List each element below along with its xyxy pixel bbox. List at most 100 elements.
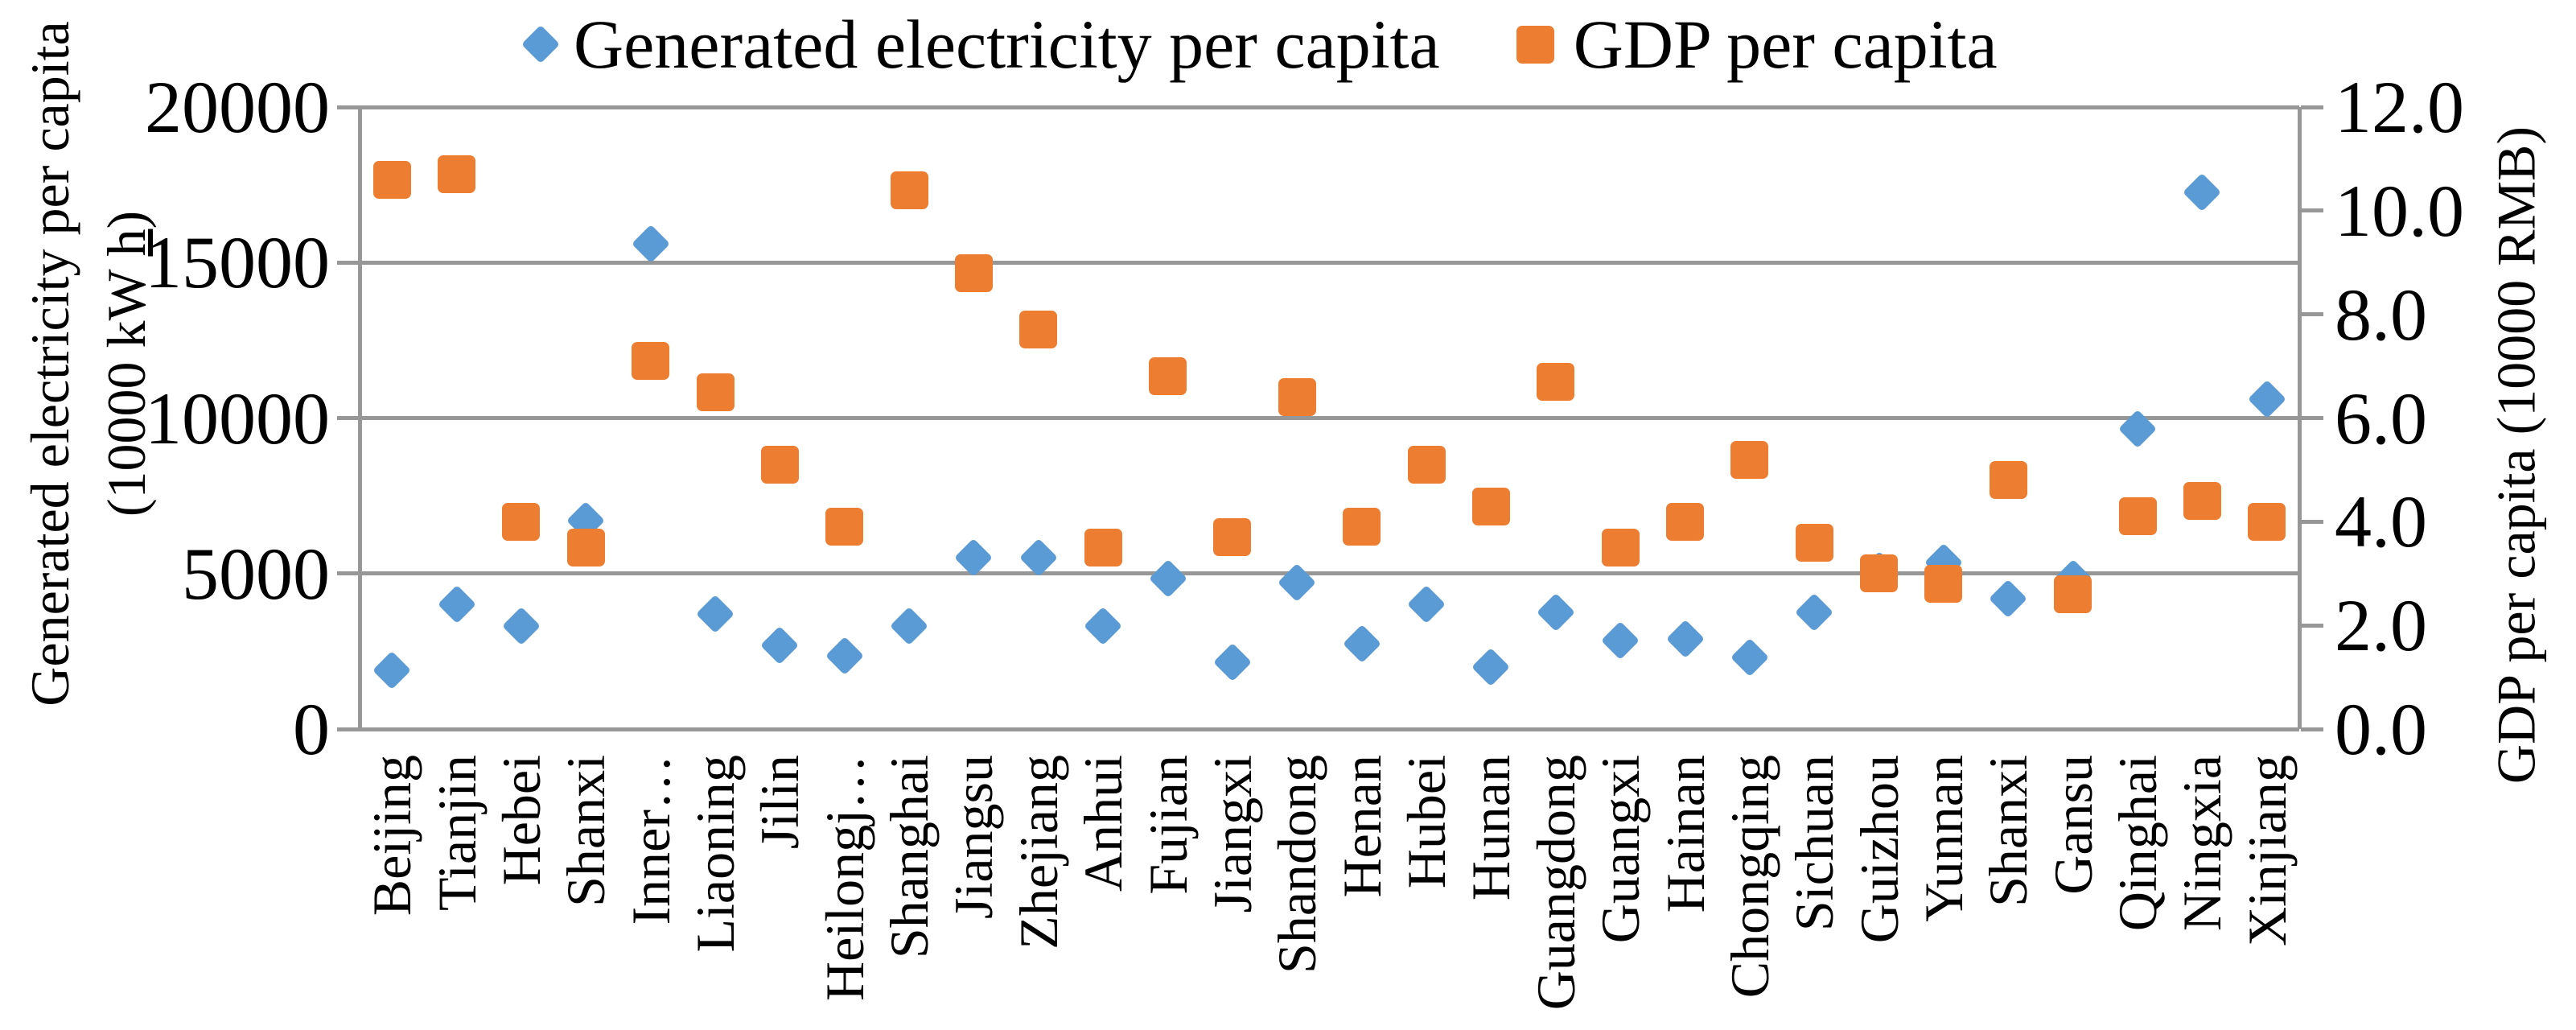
legend-square-icon bbox=[1516, 25, 1554, 64]
data-point-electricity bbox=[1148, 558, 1187, 598]
data-point-gdp bbox=[1601, 529, 1640, 567]
x-axis-category-label: Gansu bbox=[2042, 755, 2104, 895]
data-point-gdp bbox=[1795, 523, 1833, 562]
data-point-gdp bbox=[1730, 440, 1769, 479]
x-axis-category-label: Ningxia bbox=[2171, 755, 2233, 932]
x-axis-category-label: Shanghai bbox=[879, 755, 940, 959]
x-axis-category-label: Jiangsu bbox=[943, 755, 1005, 919]
data-point-gdp bbox=[2248, 502, 2286, 541]
data-point-electricity bbox=[1212, 642, 1252, 682]
x-axis-category-label: Zhejiang bbox=[1007, 755, 1069, 950]
y-axis-right-tick bbox=[2301, 105, 2323, 109]
data-point-electricity bbox=[1795, 593, 1834, 632]
data-point-electricity bbox=[1989, 579, 2028, 618]
data-point-gdp bbox=[438, 155, 476, 194]
y-axis-right-tick-label: 12.0 bbox=[2335, 66, 2464, 148]
data-point-electricity bbox=[760, 625, 800, 665]
data-point-electricity bbox=[1601, 620, 1640, 660]
data-point-gdp bbox=[825, 508, 864, 546]
x-axis-category-label: Guizhou bbox=[1848, 755, 1910, 944]
y-axis-left-line bbox=[357, 107, 362, 729]
data-point-electricity bbox=[501, 607, 541, 646]
chart-legend: Generated electricity per capita GDP per… bbox=[519, 6, 1998, 82]
y-axis-right-tick bbox=[2301, 416, 2323, 420]
y-axis-right-title: GDP per capita (10000 RMB) bbox=[2485, 126, 2547, 785]
data-point-gdp bbox=[1860, 554, 1899, 593]
x-axis-category-label: Guangdong bbox=[1525, 755, 1586, 1011]
data-point-gdp bbox=[1343, 508, 1381, 546]
data-point-electricity bbox=[825, 637, 864, 676]
data-point-gdp bbox=[1407, 445, 1446, 484]
y-axis-right-tick bbox=[2301, 208, 2323, 213]
y-axis-left-tick bbox=[337, 105, 360, 109]
data-point-gdp bbox=[502, 502, 541, 541]
x-axis-category-label: Heilongj… bbox=[813, 755, 875, 1001]
y-axis-right-tick bbox=[2301, 312, 2323, 317]
data-point-gdp bbox=[760, 445, 799, 484]
y-axis-right-tick bbox=[2301, 727, 2323, 731]
x-axis-category-label: Beijing bbox=[361, 755, 423, 917]
major-gridline bbox=[360, 416, 2299, 420]
x-axis-category-label: Xinjiang bbox=[2236, 755, 2298, 946]
y-axis-left-tick-label: 20000 bbox=[145, 66, 330, 148]
data-point-electricity bbox=[890, 607, 929, 646]
data-point-gdp bbox=[1989, 461, 2027, 500]
y-axis-right-line bbox=[2297, 107, 2302, 729]
data-point-electricity bbox=[1471, 647, 1511, 686]
data-point-gdp bbox=[1278, 378, 1316, 417]
y-axis-right-tick bbox=[2301, 519, 2323, 524]
data-point-electricity bbox=[2247, 380, 2286, 419]
data-point-electricity bbox=[372, 650, 412, 690]
data-point-gdp bbox=[1471, 487, 1510, 525]
x-axis-category-label: Inner… bbox=[619, 755, 681, 925]
y-axis-right-tick-label: 8.0 bbox=[2335, 273, 2427, 356]
x-axis-category-label: Tianjin bbox=[426, 755, 488, 912]
x-axis-category-label: Chongqing bbox=[1718, 755, 1780, 999]
y-axis-right-tick-label: 6.0 bbox=[2335, 377, 2427, 459]
major-gridline bbox=[360, 260, 2299, 265]
data-point-electricity bbox=[1278, 563, 1317, 603]
major-gridline bbox=[360, 571, 2299, 576]
y-axis-right-tick bbox=[2301, 623, 2323, 628]
x-axis-category-label: Fujian bbox=[1137, 755, 1199, 895]
x-axis-category-label: Shanxi bbox=[555, 755, 617, 907]
legend-diamond-icon bbox=[521, 24, 561, 64]
x-axis-category-label: Anhui bbox=[1072, 755, 1134, 892]
y-axis-left-tick bbox=[337, 727, 360, 731]
x-axis-category-label: Liaoning bbox=[685, 755, 747, 953]
data-point-gdp bbox=[632, 342, 670, 381]
data-point-gdp bbox=[890, 171, 928, 209]
x-axis-category-label: Guangxi bbox=[1590, 755, 1652, 944]
y-axis-left-tick-label: 15000 bbox=[145, 221, 330, 304]
x-axis-category-label: Henan bbox=[1331, 755, 1393, 898]
y-axis-right-tick-label: 0.0 bbox=[2335, 688, 2427, 770]
x-axis-category-label: Shanxi bbox=[1977, 755, 2039, 907]
data-point-electricity bbox=[1665, 619, 1705, 658]
data-point-electricity bbox=[2183, 173, 2222, 212]
data-point-electricity bbox=[695, 594, 735, 634]
data-point-gdp bbox=[696, 373, 735, 411]
data-point-electricity bbox=[1407, 585, 1446, 624]
x-axis-line bbox=[360, 727, 2299, 731]
x-axis-category-label: Qinghai bbox=[2107, 755, 2169, 932]
data-point-electricity bbox=[1084, 607, 1123, 646]
x-axis-category-label: Yunnan bbox=[1912, 755, 1974, 922]
y-axis-right-tick-label: 4.0 bbox=[2335, 480, 2427, 563]
y-axis-left-tick-label: 0 bbox=[293, 688, 330, 770]
y-axis-left-tick-label: 10000 bbox=[145, 377, 330, 459]
data-point-gdp bbox=[2054, 575, 2092, 614]
major-gridline bbox=[360, 105, 2299, 109]
data-point-electricity bbox=[1730, 638, 1769, 678]
data-point-gdp bbox=[372, 160, 411, 199]
data-point-gdp bbox=[954, 253, 993, 292]
x-axis-category-label: Hainan bbox=[1654, 755, 1716, 913]
legend-label-gdp: GDP per capita bbox=[1573, 6, 1998, 83]
data-point-electricity bbox=[1342, 624, 1381, 663]
data-point-electricity bbox=[437, 585, 476, 624]
y-axis-left-tick bbox=[337, 571, 360, 576]
data-point-gdp bbox=[1924, 565, 1963, 604]
data-point-gdp bbox=[566, 529, 605, 567]
x-axis-category-label: Hebei bbox=[490, 755, 552, 886]
y-axis-right-tick-label: 2.0 bbox=[2335, 584, 2427, 667]
x-axis-category-label: Shandong bbox=[1266, 755, 1328, 974]
